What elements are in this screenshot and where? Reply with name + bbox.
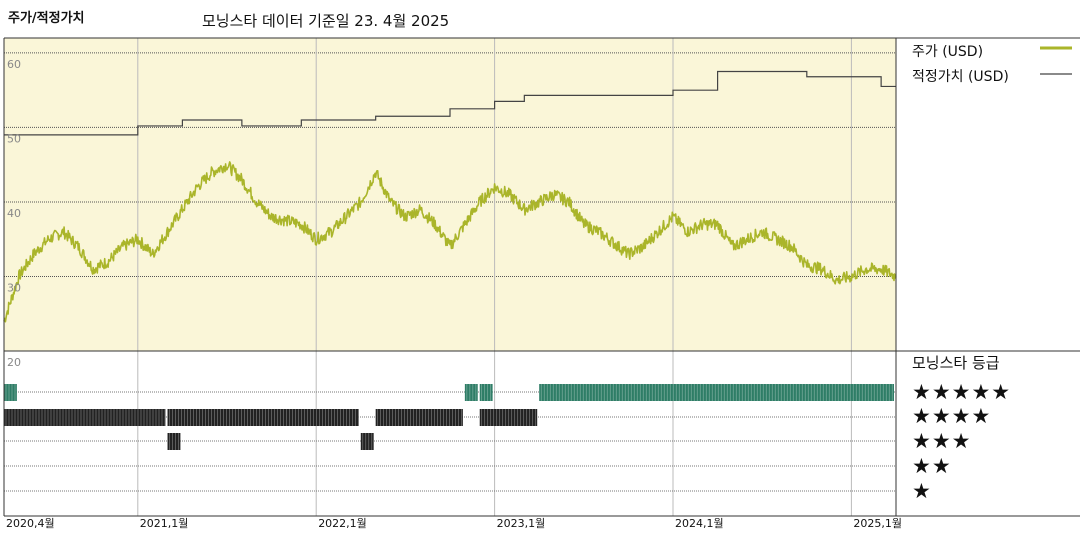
five-star-rating: ★★★★★ — [912, 380, 1012, 404]
rating-bar-4-star — [4, 409, 166, 426]
rating-bar-4-star — [375, 409, 463, 426]
plot-background — [4, 38, 896, 351]
axis-labels: 20 30 40 50 60 2020,4월 2021,1월 2022,1월 2023,1월 20… — [6, 58, 902, 530]
legend-fair-value: 적정가치 (USD) — [912, 66, 1009, 86]
legend-fair-value-label: 적정가치 (USD) — [912, 69, 1009, 85]
y-tick-label: 50 — [7, 132, 21, 145]
x-tick-label: 2024,1월 — [675, 517, 724, 530]
chart-title: 주가/적정가치 — [8, 11, 85, 26]
y-tick-label: 20 — [7, 356, 21, 369]
three-star-rating: ★★★ — [912, 429, 972, 453]
rating-bar-5-star — [4, 384, 17, 401]
chart-subtitle: 모닝스타 데이터 기준일 23. 4월 2025 — [202, 12, 450, 30]
rating-bars — [4, 384, 894, 450]
rating-bar-4-star — [167, 409, 359, 426]
x-tick-label: 2020,4월 — [6, 517, 55, 530]
y-tick-label: 40 — [7, 207, 21, 220]
y-tick-label: 30 — [7, 281, 21, 294]
rating-bar-5-star — [464, 384, 478, 401]
price-lines — [3, 70, 897, 323]
fair-value-line — [4, 70, 896, 136]
rating-bar-4-star — [479, 409, 538, 426]
x-tick-label: 2023,1월 — [497, 517, 546, 530]
price-line — [3, 161, 897, 323]
x-tick-label: 2025,1월 — [853, 517, 902, 530]
chart-frame — [3, 37, 1080, 517]
two-star-rating: ★★ — [912, 454, 952, 478]
legend-price-label: 주가 (USD) — [912, 44, 984, 60]
four-star-rating: ★★★★ — [912, 404, 992, 428]
x-tick-label: 2021,1월 — [140, 517, 189, 530]
rating-bar-5-star — [539, 384, 894, 401]
one-star-rating: ★ — [912, 479, 932, 503]
rating-panel-title: 모닝스타 등급 — [912, 354, 1000, 372]
x-tick-label: 2022,1월 — [318, 517, 367, 530]
y-tick-label: 60 — [7, 58, 21, 71]
rating-bar-5-star — [479, 384, 493, 401]
rating-bar-3-star — [167, 433, 181, 450]
legend-price: 주가 (USD) — [912, 41, 983, 61]
rating-bar-3-star — [360, 433, 374, 450]
price-panel-background — [4, 38, 896, 351]
